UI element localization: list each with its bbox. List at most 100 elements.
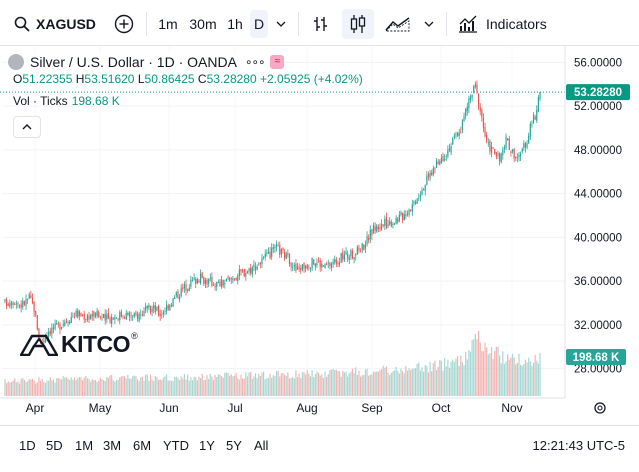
candle <box>418 193 420 202</box>
candle-body <box>458 132 460 136</box>
candle <box>14 302 16 306</box>
candle-body <box>389 221 391 225</box>
candle <box>534 114 536 121</box>
volume-bar <box>334 370 336 396</box>
price-tick-label: 40.00000 <box>574 232 622 244</box>
range-1m[interactable]: 1M <box>75 438 94 453</box>
candle-body <box>366 235 368 245</box>
candle-body <box>164 311 166 312</box>
volume-bar <box>384 367 386 396</box>
range-all[interactable]: All <box>254 438 269 453</box>
candle-body <box>384 219 386 226</box>
candle-body <box>455 134 457 136</box>
candle-body <box>531 124 533 125</box>
volume-bar <box>172 380 174 396</box>
candle-body <box>537 97 539 112</box>
settings-button[interactable] <box>594 402 606 414</box>
candle <box>298 263 300 273</box>
volume-bar <box>69 379 71 396</box>
candle <box>64 319 66 327</box>
candles-button[interactable] <box>342 9 374 39</box>
candle <box>70 312 72 324</box>
volume-bar <box>259 375 261 396</box>
volume-bar <box>358 370 360 396</box>
candle <box>469 94 472 104</box>
candle-body <box>494 148 496 154</box>
candle-body <box>431 172 433 176</box>
volume-bar <box>355 367 357 396</box>
candle-body <box>348 257 350 260</box>
candle-body <box>481 109 483 117</box>
candle-body <box>520 153 522 157</box>
interval-d[interactable]: D <box>250 10 268 38</box>
candle <box>148 302 150 311</box>
volume-bar <box>508 359 510 396</box>
candle-body <box>135 312 137 315</box>
volume-bar <box>109 375 111 396</box>
range-ytd[interactable]: YTD <box>163 438 189 453</box>
candle <box>456 131 459 137</box>
candle-body <box>227 277 229 279</box>
candle <box>132 315 134 321</box>
candle <box>235 277 237 281</box>
candle <box>191 276 194 282</box>
volume-bar <box>398 373 400 396</box>
candle <box>170 302 173 308</box>
volume-bar <box>115 379 118 396</box>
candle <box>398 210 400 223</box>
interval-30m[interactable]: 30m <box>189 16 217 32</box>
interval-1h[interactable]: 1h <box>227 16 243 32</box>
candle <box>340 252 342 263</box>
candle-body <box>414 201 417 204</box>
candle-body <box>463 116 465 121</box>
candle <box>99 315 101 320</box>
candle <box>204 277 207 289</box>
candle <box>490 141 493 158</box>
compare-symbol-button[interactable] <box>108 9 140 39</box>
volume-bar <box>241 378 244 396</box>
candle <box>253 260 255 272</box>
candle-body <box>296 266 299 270</box>
candle <box>414 199 417 205</box>
range-3m[interactable]: 3M <box>103 438 122 453</box>
range-6m[interactable]: 6M <box>133 438 152 453</box>
candle-body <box>88 315 90 320</box>
candle <box>479 103 481 116</box>
range-5y[interactable]: 5Y <box>226 438 242 453</box>
change-value: +2.05925 (+4.02%) <box>260 72 363 86</box>
range-1y[interactable]: 1Y <box>199 438 215 453</box>
candle <box>199 269 202 285</box>
candle <box>91 310 93 321</box>
volume-bar <box>301 372 304 396</box>
candle <box>140 309 142 320</box>
alert-badge-icon[interactable]: ≈ <box>270 55 285 69</box>
indicators-button[interactable]: Indicators <box>458 13 547 35</box>
interval-dropdown[interactable] <box>270 9 292 39</box>
range-1d[interactable]: 1D <box>19 438 36 453</box>
more-options-icon[interactable]: ∘∘∘ <box>244 55 266 69</box>
candle <box>17 301 19 309</box>
legend-title[interactable]: Silver / U.S. Dollar · 1D · OANDA <box>30 54 237 70</box>
range-5d[interactable]: 5D <box>46 438 63 453</box>
symbol-search[interactable]: XAGUSD <box>14 14 96 34</box>
chart-clock[interactable]: 12:21:43 UTC-5 <box>532 438 626 453</box>
area-style-button[interactable] <box>380 9 416 39</box>
volume-bar <box>537 363 539 396</box>
volume-bar <box>316 371 318 396</box>
candle <box>539 91 541 102</box>
volume-bar <box>526 362 528 396</box>
candle-body <box>340 253 342 263</box>
candle-body <box>156 307 158 311</box>
bar-style-button[interactable] <box>305 9 337 39</box>
volume-bar <box>329 370 331 396</box>
volume-bar <box>498 355 501 396</box>
candle <box>30 290 32 299</box>
chart-type-dropdown[interactable] <box>418 9 440 39</box>
volume-bar <box>28 379 30 396</box>
interval-1m[interactable]: 1m <box>158 16 178 32</box>
collapse-legend-button[interactable] <box>13 116 41 138</box>
candle-body <box>104 313 106 321</box>
candle <box>78 309 80 321</box>
volume-bar <box>453 361 455 396</box>
volume-bar <box>60 379 63 396</box>
